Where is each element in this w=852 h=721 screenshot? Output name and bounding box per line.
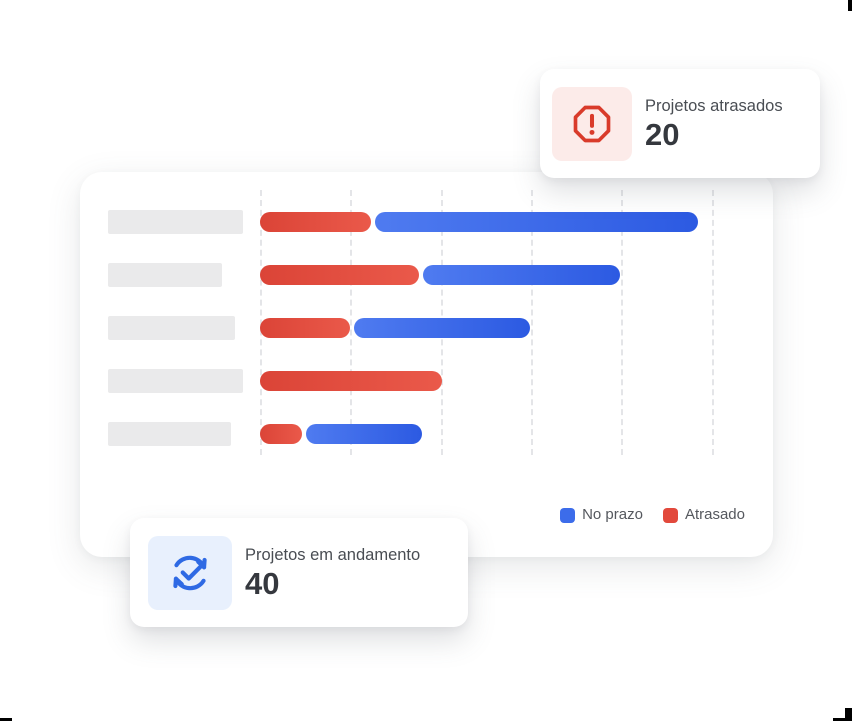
- bar-no-prazo: [375, 212, 698, 232]
- gridline: [621, 190, 624, 455]
- gridline: [530, 190, 533, 455]
- bar-group: [260, 265, 620, 285]
- stat-label-atrasados: Projetos atrasados: [645, 96, 783, 115]
- bar-no-prazo: [423, 265, 620, 285]
- sync-icon-box: [148, 535, 232, 610]
- legend-label-no-prazo: No prazo: [582, 506, 643, 523]
- bar-group: [260, 318, 530, 338]
- projects-chart-card: No prazo Atrasado: [80, 172, 773, 557]
- chart-row: [108, 316, 773, 340]
- bar-atrasado: [260, 212, 371, 232]
- category-label-skeleton: [108, 210, 243, 234]
- bar-no-prazo: [354, 318, 530, 338]
- crop-mark-bottom-right-horizontal: [833, 718, 852, 721]
- chart-legend: No prazo Atrasado: [560, 506, 745, 524]
- stat-text: Projetos atrasados 20: [645, 96, 783, 152]
- chart-row: [108, 263, 773, 287]
- bar-atrasado: [260, 371, 442, 391]
- category-label-skeleton: [108, 316, 235, 340]
- stat-value-atrasados: 20: [645, 116, 680, 152]
- stat-text: Projetos em andamento 40: [245, 545, 420, 601]
- bar-atrasado: [260, 424, 302, 444]
- category-label-skeleton: [108, 422, 231, 446]
- legend-label-atrasado: Atrasado: [684, 506, 745, 523]
- alert-octagon-icon: [573, 105, 611, 142]
- gridline: [711, 190, 714, 455]
- bar-group: [260, 212, 698, 232]
- legend-swatch-atrasado: [662, 507, 678, 523]
- bar-group: [260, 424, 422, 444]
- stat-value-andamento: 40: [245, 565, 280, 601]
- bar-atrasado: [260, 318, 350, 338]
- stat-card-projetos-em-andamento: Projetos em andamento 40: [130, 518, 468, 627]
- crop-mark-bottom-right-vertical: [845, 708, 852, 721]
- crop-mark-bottom-left: [0, 718, 12, 721]
- chart-row: [108, 210, 773, 234]
- legend-item-no-prazo: No prazo: [560, 506, 643, 524]
- chart-row: [108, 369, 773, 393]
- alert-icon-box: [552, 86, 632, 161]
- stat-card-projetos-atrasados: Projetos atrasados 20: [540, 69, 820, 178]
- crop-mark-top-right: [848, 0, 852, 11]
- legend-item-atrasado: Atrasado: [662, 506, 745, 524]
- category-label-skeleton: [108, 263, 222, 287]
- bar-group: [260, 371, 442, 391]
- sync-check-icon: [173, 555, 207, 590]
- gridline: [350, 190, 353, 455]
- bar-no-prazo: [306, 424, 422, 444]
- category-label-skeleton: [108, 369, 243, 393]
- chart-row: [108, 422, 773, 446]
- legend-swatch-no-prazo: [560, 507, 576, 523]
- bar-atrasado: [260, 265, 419, 285]
- stat-label-andamento: Projetos em andamento: [245, 545, 421, 564]
